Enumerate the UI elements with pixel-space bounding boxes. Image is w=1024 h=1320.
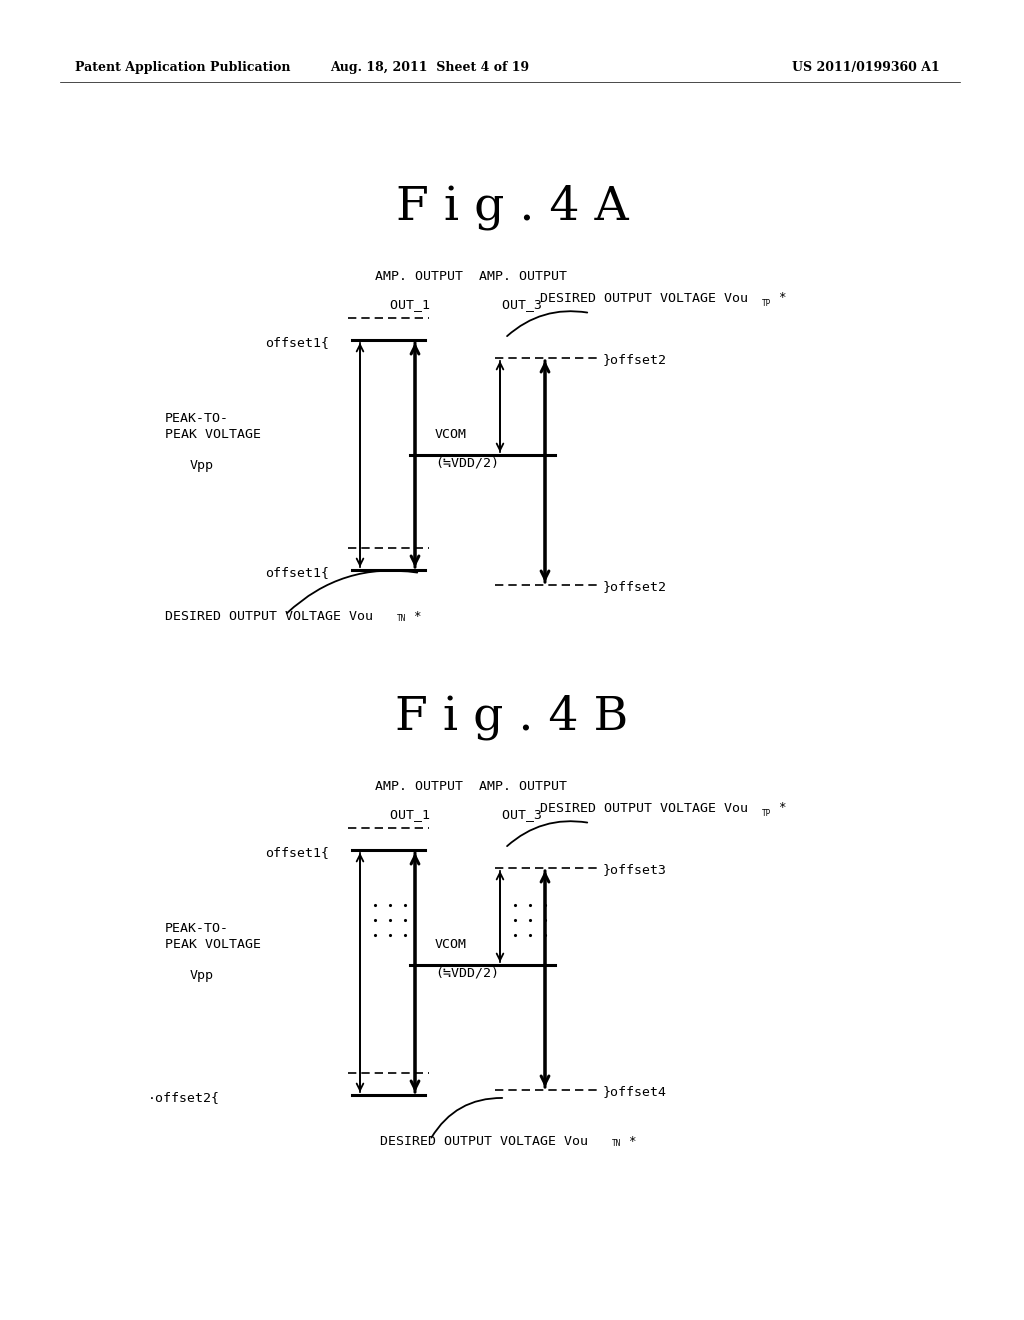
Text: Vpp: Vpp xyxy=(190,969,214,982)
Text: TP: TP xyxy=(762,300,771,308)
Text: DESIRED OUTPUT VOLTAGE Vou: DESIRED OUTPUT VOLTAGE Vou xyxy=(380,1135,588,1148)
Text: ·offset2{: ·offset2{ xyxy=(148,1092,220,1105)
Text: DESIRED OUTPUT VOLTAGE Vou: DESIRED OUTPUT VOLTAGE Vou xyxy=(540,292,748,305)
Text: PEAK-TO-: PEAK-TO- xyxy=(165,412,229,425)
Text: TN: TN xyxy=(612,1139,622,1148)
Text: offset1{: offset1{ xyxy=(265,566,329,579)
Text: DESIRED OUTPUT VOLTAGE Vou: DESIRED OUTPUT VOLTAGE Vou xyxy=(540,803,748,814)
Text: (≒VDD/2): (≒VDD/2) xyxy=(435,457,499,470)
Text: PEAK VOLTAGE: PEAK VOLTAGE xyxy=(165,428,261,441)
Text: F i g . 4 B: F i g . 4 B xyxy=(395,696,629,741)
Text: VCOM: VCOM xyxy=(435,428,467,441)
Text: VCOM: VCOM xyxy=(435,939,467,950)
Text: Patent Application Publication: Patent Application Publication xyxy=(75,62,291,74)
Text: Vpp: Vpp xyxy=(190,459,214,473)
Text: Aug. 18, 2011  Sheet 4 of 19: Aug. 18, 2011 Sheet 4 of 19 xyxy=(331,62,529,74)
Text: *: * xyxy=(413,610,421,623)
Text: *: * xyxy=(778,290,785,304)
Text: }offset4: }offset4 xyxy=(603,1085,667,1098)
Text: PEAK VOLTAGE: PEAK VOLTAGE xyxy=(165,939,261,950)
Text: TN: TN xyxy=(397,614,407,623)
Text: offset1{: offset1{ xyxy=(265,846,329,859)
Text: }offset2: }offset2 xyxy=(603,581,667,594)
Text: AMP. OUTPUT  AMP. OUTPUT: AMP. OUTPUT AMP. OUTPUT xyxy=(375,271,567,282)
Text: F i g . 4 A: F i g . 4 A xyxy=(395,185,629,231)
Text: (≒VDD/2): (≒VDD/2) xyxy=(435,968,499,979)
Text: AMP. OUTPUT  AMP. OUTPUT: AMP. OUTPUT AMP. OUTPUT xyxy=(375,780,567,793)
Text: DESIRED OUTPUT VOLTAGE Vou: DESIRED OUTPUT VOLTAGE Vou xyxy=(165,610,373,623)
Text: OUT_1         OUT_3: OUT_1 OUT_3 xyxy=(390,298,542,312)
Text: offset1{: offset1{ xyxy=(265,337,329,350)
Text: }offset2: }offset2 xyxy=(603,354,667,367)
Text: TP: TP xyxy=(762,809,771,818)
Text: *: * xyxy=(778,801,785,814)
Text: US 2011/0199360 A1: US 2011/0199360 A1 xyxy=(793,62,940,74)
Text: }offset3: }offset3 xyxy=(603,863,667,876)
Text: PEAK-TO-: PEAK-TO- xyxy=(165,921,229,935)
Text: *: * xyxy=(628,1135,636,1148)
Text: OUT_1         OUT_3: OUT_1 OUT_3 xyxy=(390,808,542,821)
